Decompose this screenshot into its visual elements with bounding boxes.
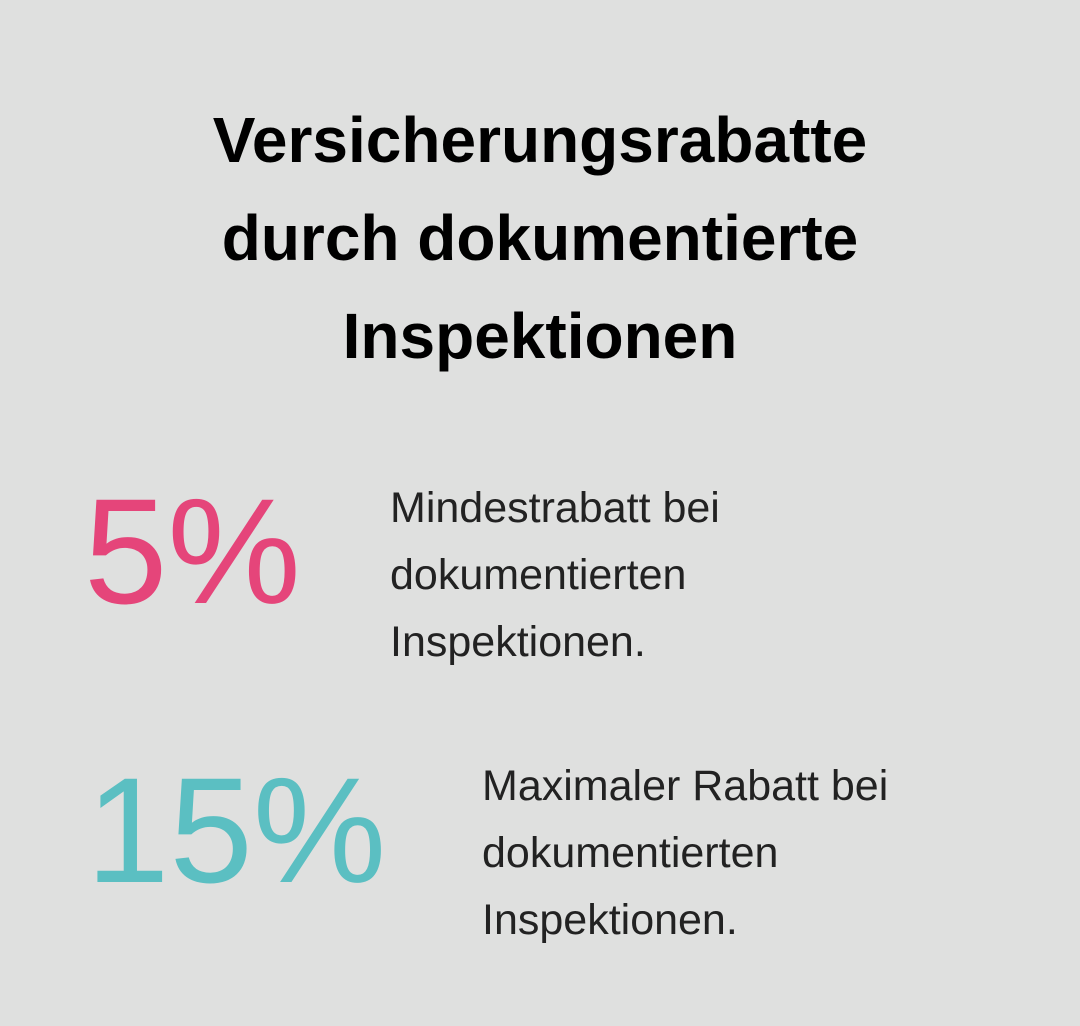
stat-value: 5% xyxy=(84,467,301,635)
title-line: durch dokumentierte xyxy=(222,202,859,274)
stat-description: dokumentierten xyxy=(482,829,778,877)
title-line: Inspektionen xyxy=(343,300,738,372)
stat-description: Mindestrabatt bei xyxy=(390,484,720,532)
title-line: Versicherungsrabatte xyxy=(213,104,868,176)
stat-description: Inspektionen. xyxy=(482,896,738,944)
stat-description: Inspektionen. xyxy=(390,618,646,666)
stat-description: dokumentierten xyxy=(390,551,686,599)
stat-description: Maximaler Rabatt bei xyxy=(482,762,888,810)
stat-value: 15% xyxy=(86,746,386,914)
